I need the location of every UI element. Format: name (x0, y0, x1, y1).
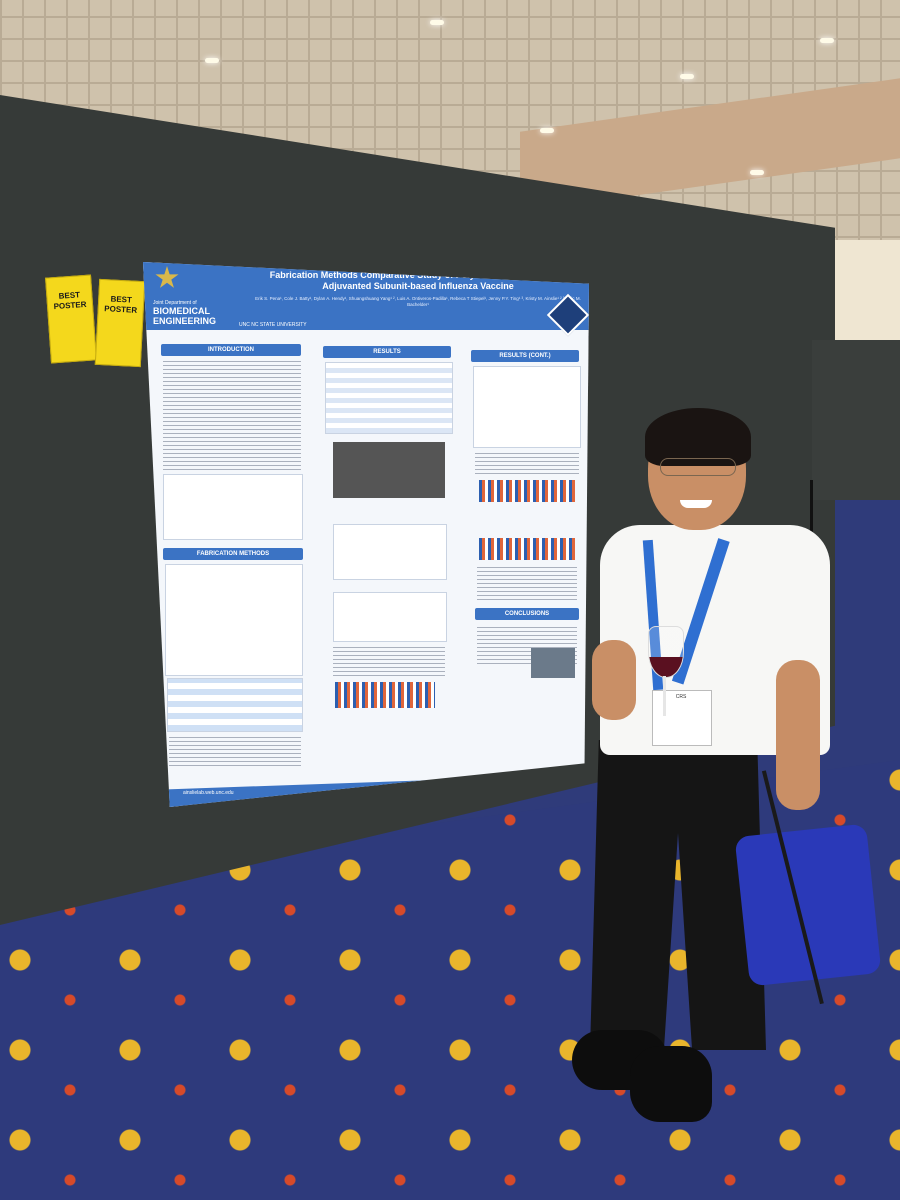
section-results-cont: RESULTS (CONT.) (471, 350, 579, 362)
wine-glass-stem (663, 676, 666, 716)
pathway-figure (473, 366, 581, 448)
shoe (630, 1046, 712, 1122)
section-introduction: INTRODUCTION (161, 344, 301, 356)
bar-chart-figure (479, 480, 575, 502)
best-poster-sticker: BEST POSTER (94, 278, 146, 368)
sticker-text: POSTER (104, 304, 138, 315)
best-poster-sticker: BEST POSTER (45, 274, 97, 364)
badge-org: CRS (675, 694, 687, 700)
person-arm (592, 640, 636, 720)
university-logos: UNC NC STATE UNIVERSITY (239, 322, 307, 328)
results-text (333, 646, 445, 676)
adjacent-poster-board (812, 340, 900, 500)
poster-url: ainslielab.web.unc.edu (183, 790, 234, 796)
section-conclusions: CONCLUSIONS (475, 608, 579, 620)
intro-text (163, 360, 301, 470)
person-hair (645, 408, 751, 466)
intro-figure (163, 474, 303, 540)
dept-name-2: ENGINEERING (153, 316, 217, 326)
wine-glass (648, 626, 684, 678)
fabrication-table (167, 678, 303, 732)
sem-images (333, 442, 445, 498)
poster-authors: Erik S. Pena¹, Cole J. Batty¹, Dylan A. … (255, 296, 581, 307)
results-cont-text (477, 566, 577, 600)
sticker-text: POSTER (53, 299, 87, 312)
ceiling-light (540, 128, 554, 133)
section-fabrication: FABRICATION METHODS (163, 548, 303, 560)
person-smile (680, 500, 712, 508)
name-badge (652, 690, 712, 746)
ceiling-light (820, 38, 834, 43)
ceiling-light (680, 74, 694, 79)
bar-chart-figure (479, 538, 575, 560)
release-curve-figure (333, 524, 447, 580)
lab-photo (531, 648, 575, 678)
section-results: RESULTS (323, 346, 451, 358)
dept-name-1: BIOMEDICAL (153, 306, 210, 316)
fabrication-text (169, 736, 301, 766)
results-table (325, 362, 453, 434)
dept-label: Joint Department of (153, 300, 197, 306)
fabrication-figure (165, 564, 303, 676)
research-poster: Fabrication Methods Comparative Study of… (143, 262, 589, 807)
person-arm (776, 660, 820, 810)
ceiling-light (430, 20, 444, 25)
release-curve-figure-2 (333, 592, 447, 642)
glasses-icon (660, 458, 736, 476)
ceiling-light (205, 58, 219, 63)
ceiling (0, 0, 900, 260)
bar-chart-figure (335, 682, 435, 708)
results-cont-text (475, 450, 579, 474)
ceiling-light (750, 170, 764, 175)
